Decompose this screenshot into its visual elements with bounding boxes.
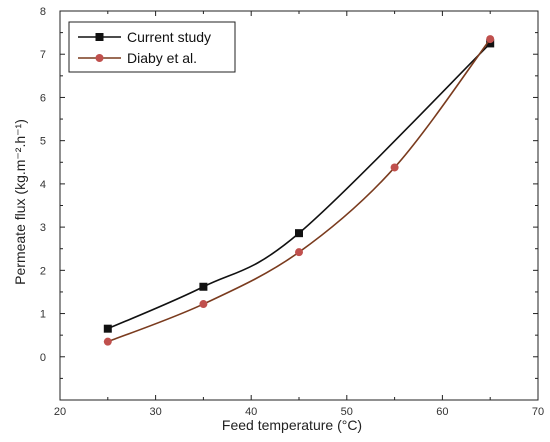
y-tick-label: 0 [40, 352, 46, 364]
y-tick-label: 3 [40, 222, 46, 234]
x-tick-label: 50 [341, 406, 353, 418]
y-tick-label: 2 [40, 265, 46, 277]
data-point [390, 163, 399, 172]
legend-label: Diaby et al. [127, 50, 197, 66]
data-point [295, 229, 303, 238]
legend-box [68, 21, 236, 73]
data-point [103, 324, 112, 333]
x-tick-label: 60 [436, 406, 448, 418]
y-axis-title: Permeate flux (kg.m⁻².h⁻¹) [12, 119, 28, 285]
y-tick-label: 6 [40, 92, 46, 104]
legend: Current study Diaby et al. [68, 21, 236, 73]
data-point [486, 39, 495, 48]
y-tick-label: 5 [40, 136, 46, 148]
y-tick-label: 4 [40, 179, 46, 191]
x-tick-label: 30 [149, 406, 161, 418]
y-tick-label: 1 [40, 309, 46, 321]
legend-marker [95, 54, 104, 62]
y-axis: 0 1 2 3 4 5 6 7 8 [40, 6, 538, 379]
data-point [199, 300, 208, 309]
data-point [295, 248, 303, 257]
series-line [107, 38, 491, 343]
y-tick-label: 8 [40, 6, 46, 18]
x-axis-title: Feed temperature (°C) [222, 417, 362, 433]
data-point [199, 282, 208, 291]
x-tick-label: 20 [54, 406, 66, 418]
series-2 [103, 35, 495, 346]
legend-marker [95, 33, 104, 41]
data-point [103, 337, 112, 346]
series-layer [103, 35, 495, 346]
x-tick-label: 70 [532, 406, 544, 418]
data-point [486, 35, 495, 44]
x-tick-label: 40 [245, 406, 257, 418]
series-line [107, 42, 491, 330]
x-axis: 20 30 40 50 60 70 [54, 11, 544, 418]
y-tick-label: 7 [40, 49, 46, 61]
legend-label: Current study [127, 29, 211, 45]
series-1 [103, 39, 495, 333]
